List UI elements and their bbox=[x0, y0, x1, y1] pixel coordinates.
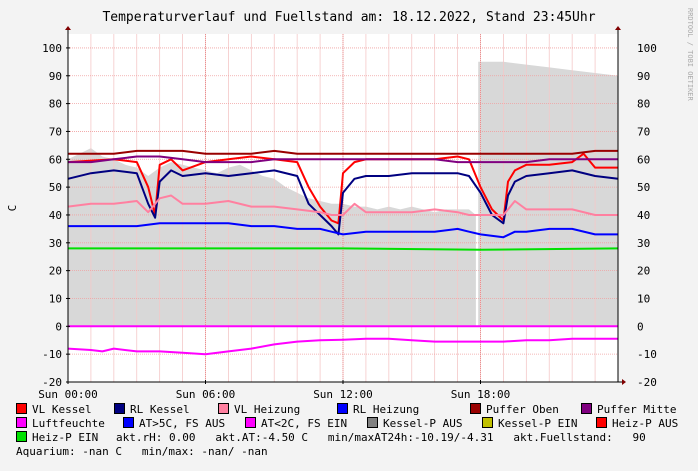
legend-swatch bbox=[114, 403, 125, 414]
legend-swatch bbox=[367, 417, 378, 428]
x-tick-label: Sun 18:00 bbox=[451, 388, 511, 401]
legend-swatch bbox=[16, 403, 27, 414]
legend-swatch bbox=[16, 417, 27, 428]
legend-label: VL Heizung bbox=[234, 403, 301, 416]
y-tick-label-left: 10 bbox=[49, 292, 62, 305]
legend-label: Puffer Oben bbox=[486, 403, 559, 416]
legend-label: Kessel-P AUS bbox=[383, 417, 463, 430]
axis-layer: -20 -20 -10 -10 0 0 10 10 20 20 30 30 40 40 50 50 60 60 70… bbox=[38, 26, 657, 401]
legend-item-vl-heizung: VL Heizung bbox=[218, 403, 300, 417]
y-tick-label-left: 30 bbox=[49, 237, 62, 250]
series-line-akt-at bbox=[67, 337, 618, 356]
x-tick-label: Sun 06:00 bbox=[176, 388, 236, 401]
y-tick-label-right: 0 bbox=[637, 320, 644, 333]
y-tick-label-right: 100 bbox=[637, 42, 657, 55]
legend-item-heiz-p-aus: Heiz-P AUS bbox=[596, 417, 678, 431]
series-line-rl-kessel bbox=[67, 169, 619, 236]
legend-swatch bbox=[245, 417, 256, 428]
legend-swatch bbox=[123, 417, 134, 428]
series-layer bbox=[67, 149, 619, 356]
legend-item-kessel-p-ein: Kessel-P EIN bbox=[482, 417, 577, 431]
legend-swatch bbox=[482, 417, 493, 428]
legend-swatch bbox=[16, 431, 27, 442]
legend-label: Heiz-P EIN bbox=[32, 431, 99, 444]
y-tick-label-left: -20 bbox=[42, 376, 62, 389]
y-tick-label-right: 10 bbox=[637, 292, 650, 305]
legend-label: RL Heizung bbox=[353, 403, 420, 416]
legend-label: Kessel-P EIN bbox=[498, 417, 578, 430]
legend-row-1: VL Kessel RL Kessel VL Heizung RL Heizun… bbox=[16, 403, 696, 417]
legend-item-luftfeuchte: Luftfeuchte bbox=[16, 417, 105, 431]
y-tick-label-right: 30 bbox=[637, 237, 650, 250]
legend-row-4: Aquarium: -nan C min/max: -nan/ -nan bbox=[16, 445, 696, 459]
y-tick-label-left: 50 bbox=[49, 181, 62, 194]
y-axis-right-arrow bbox=[615, 26, 621, 30]
y-tick-label-left: 70 bbox=[49, 125, 62, 138]
status-readout-2: Aquarium: -nan C min/max: -nan/ -nan bbox=[16, 445, 268, 458]
series-line-puffer-mitte bbox=[68, 155, 618, 164]
y-tick-label-left: 60 bbox=[49, 153, 62, 166]
series-line-puffer-oben bbox=[68, 149, 618, 155]
legend-item-puffer-mitte: Puffer Mitte bbox=[581, 403, 676, 417]
y-tick-label-left: 100 bbox=[42, 42, 62, 55]
y-tick-label-right: 50 bbox=[637, 181, 650, 194]
legend-item-vl-kessel: VL Kessel bbox=[16, 403, 92, 417]
y-tick-label-left: 40 bbox=[49, 209, 62, 222]
y-tick-label-right: 20 bbox=[637, 265, 650, 278]
legend-row-3: Heiz-P EIN akt.rH: 0.00 akt.AT:-4.50 C m… bbox=[16, 431, 696, 445]
legend-label: AT<2C, FS EIN bbox=[261, 417, 348, 430]
legend-item-rl-kessel: RL Kessel bbox=[114, 403, 190, 417]
y-axis-arrow bbox=[65, 26, 71, 30]
y-tick-label-left: 20 bbox=[49, 265, 62, 278]
legend: VL Kessel RL Kessel VL Heizung RL Heizun… bbox=[16, 403, 696, 459]
y-tick-label-right: 60 bbox=[637, 153, 650, 166]
legend-swatch bbox=[470, 403, 481, 414]
legend-item-at-lt-2c: AT<2C, FS EIN bbox=[245, 417, 347, 431]
y-tick-label-right: 90 bbox=[637, 70, 650, 83]
y-tick-label-left: 90 bbox=[49, 70, 62, 83]
legend-item-puffer-oben: Puffer Oben bbox=[470, 403, 559, 417]
series-line-heiz-p-ein bbox=[68, 247, 619, 251]
legend-label: Heiz-P AUS bbox=[612, 417, 679, 430]
series-line-rl-heizung bbox=[68, 222, 618, 239]
legend-item-kessel-p-aus: Kessel-P AUS bbox=[367, 417, 462, 431]
x-tick-label: Sun 00:00 bbox=[38, 388, 98, 401]
y-tick-label-right: 40 bbox=[637, 209, 650, 222]
y-tick-label-left: 0 bbox=[55, 320, 62, 333]
y-tick-label-right: -10 bbox=[637, 348, 657, 361]
legend-item-rl-heizung: RL Heizung bbox=[337, 403, 419, 417]
legend-swatch bbox=[596, 417, 607, 428]
legend-row-2: Luftfeuchte AT>5C, FS AUS AT<2C, FS EIN … bbox=[16, 417, 696, 431]
y-tick-label-right: 70 bbox=[637, 125, 650, 138]
y-tick-label-left: 80 bbox=[49, 98, 62, 111]
rrdtool-credit: RRDTOOL / TOBI OETIKER bbox=[686, 8, 694, 102]
legend-label: Puffer Mitte bbox=[597, 403, 677, 416]
x-axis-arrow bbox=[622, 379, 626, 385]
legend-item-heiz-p-ein: Heiz-P EIN bbox=[16, 431, 98, 445]
series-line-vl-heizung bbox=[67, 194, 618, 216]
x-tick-label: Sun 12:00 bbox=[313, 388, 373, 401]
y-tick-label-left: -10 bbox=[42, 348, 62, 361]
y-tick-label-right: -20 bbox=[637, 376, 657, 389]
series-line-vl-kessel bbox=[67, 152, 618, 225]
legend-swatch bbox=[581, 403, 592, 414]
legend-label: RL Kessel bbox=[130, 403, 190, 416]
legend-label: AT>5C, FS AUS bbox=[139, 417, 226, 430]
legend-label: Luftfeuchte bbox=[32, 417, 105, 430]
legend-swatch bbox=[218, 403, 229, 414]
y-tick-label-right: 80 bbox=[637, 98, 650, 111]
status-readout-1: akt.rH: 0.00 akt.AT:-4.50 C min/maxAT24h… bbox=[116, 431, 646, 444]
legend-swatch bbox=[337, 403, 348, 414]
y-axis-label: C bbox=[6, 205, 19, 212]
legend-label: VL Kessel bbox=[32, 403, 92, 416]
legend-item-at-gt-5c: AT>5C, FS AUS bbox=[123, 417, 225, 431]
chart-title: Temperaturverlauf und Fuellstand am: 18.… bbox=[102, 10, 595, 25]
